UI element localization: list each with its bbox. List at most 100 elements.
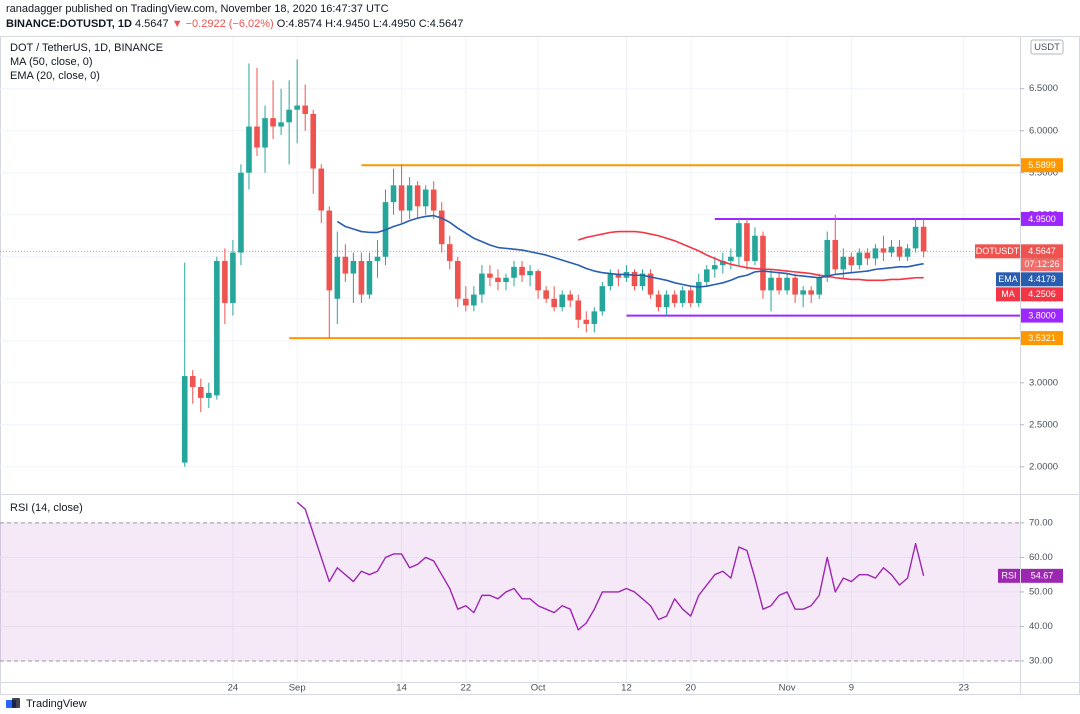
candle-body	[591, 311, 598, 324]
candle-body	[222, 260, 228, 303]
x-tick-label: 23	[958, 683, 969, 694]
candle-body	[703, 269, 710, 282]
candle-body	[559, 294, 566, 308]
candle-body	[848, 256, 855, 266]
candle-body	[808, 290, 814, 295]
x-tick-label: 9	[849, 683, 854, 694]
logo-shape	[12, 698, 20, 708]
candle-body	[816, 277, 823, 295]
candle-body	[832, 239, 839, 270]
y-tick-label: 40.00	[1029, 621, 1053, 632]
chart-title: DOT / TetherUS, 1D, BINANCE	[10, 42, 163, 54]
y-tick-label: 70.00	[1029, 517, 1053, 528]
candle-body	[422, 189, 429, 207]
ohlc-open: O:4.8574	[277, 18, 322, 30]
candle-body	[238, 172, 244, 253]
candle-body	[214, 260, 220, 396]
candle-body	[728, 256, 734, 261]
publisher-line: ranadagger published on TradingView.com,…	[6, 3, 389, 15]
symbol-line: BINANCE:DOTUSDT, 1D 4.5647 ▼ −0.2922 (−6…	[6, 18, 463, 30]
level-tag-bg	[1021, 331, 1063, 346]
candle-body	[896, 246, 903, 257]
candle-body	[471, 294, 477, 306]
candle-body	[776, 277, 782, 291]
candle-body	[334, 256, 341, 299]
candle-body	[254, 126, 260, 148]
candle-body	[744, 223, 750, 261]
x-tick-label: Nov	[779, 683, 796, 694]
candle-body	[262, 118, 268, 148]
candle-body	[527, 271, 533, 276]
rsi-line	[296, 501, 925, 631]
x-tick-label: 24	[228, 683, 239, 694]
ohlc-low: L:4.4950	[373, 18, 416, 30]
candle-body	[583, 319, 590, 324]
indicator-tag-name-bg	[996, 272, 1020, 287]
candle-body	[695, 281, 702, 303]
candle-body	[599, 286, 606, 312]
indicator-tag-name: EMA	[998, 274, 1018, 284]
y-tick-label: 2.5000	[1029, 419, 1058, 430]
level-tag-bg	[1021, 308, 1063, 323]
candle-body	[342, 256, 349, 274]
candle-body	[567, 294, 574, 301]
level-tag: 5.5899	[1028, 160, 1056, 170]
indicator-tag: 4.2506	[1028, 289, 1056, 299]
y-tick-label: 30.00	[1029, 655, 1053, 666]
candle-body	[206, 392, 212, 398]
footer-logo	[6, 698, 20, 708]
y-tick-label: 50.00	[1029, 586, 1053, 597]
candle-body	[246, 126, 252, 173]
countdown-bg	[1021, 258, 1063, 272]
candle-body	[189, 376, 196, 387]
candle-body	[880, 248, 887, 253]
y-tick-label: 60.00	[1029, 552, 1053, 563]
indicator-line	[336, 214, 924, 288]
candle-body	[358, 260, 365, 295]
indicator-tag-name-bg	[996, 287, 1020, 302]
footer-brand: TradingView	[26, 698, 87, 710]
candle-body	[687, 290, 694, 303]
candle-body	[784, 277, 790, 291]
candle-body	[752, 235, 758, 261]
y-tick-label: 6.5000	[1029, 83, 1058, 94]
candle-body	[270, 118, 276, 127]
candle-body	[503, 277, 509, 282]
ohlc-close: C:4.5647	[419, 18, 464, 30]
y-tick-label: 2.0000	[1029, 461, 1058, 472]
candle-body	[679, 290, 686, 303]
candle-body	[511, 266, 517, 278]
unit-label: USDT	[1034, 42, 1060, 53]
candle-body	[551, 298, 557, 308]
candle-body	[495, 277, 501, 282]
candle-body	[631, 271, 638, 287]
candle-body	[374, 256, 381, 261]
candle-body	[904, 248, 911, 257]
candle-body	[294, 105, 300, 110]
unit-box	[1030, 39, 1064, 55]
candle-body	[720, 260, 726, 266]
candle-body	[406, 185, 413, 211]
candle-body	[286, 109, 292, 123]
candle-body	[864, 252, 871, 259]
candle-body	[615, 273, 622, 278]
rsi-band	[0, 522, 1020, 661]
candle-body	[302, 105, 308, 114]
candle-body	[326, 210, 333, 291]
candle-body	[398, 185, 405, 211]
x-tick-label: Sep	[289, 683, 306, 694]
candle-body	[350, 260, 357, 274]
candle-body	[768, 277, 774, 291]
candle-body	[575, 300, 582, 320]
candle-body	[840, 256, 847, 270]
candle-body	[479, 273, 485, 295]
indicator-tag-bg	[1021, 272, 1063, 287]
last-price-tag-bg	[1021, 244, 1063, 259]
indicator-line	[578, 230, 924, 282]
candle-body	[543, 290, 549, 299]
candle-body	[671, 294, 678, 303]
candle-body	[519, 266, 525, 276]
level-tag: 4.9500	[1028, 214, 1056, 224]
rsi-title: RSI (14, close)	[10, 502, 83, 514]
